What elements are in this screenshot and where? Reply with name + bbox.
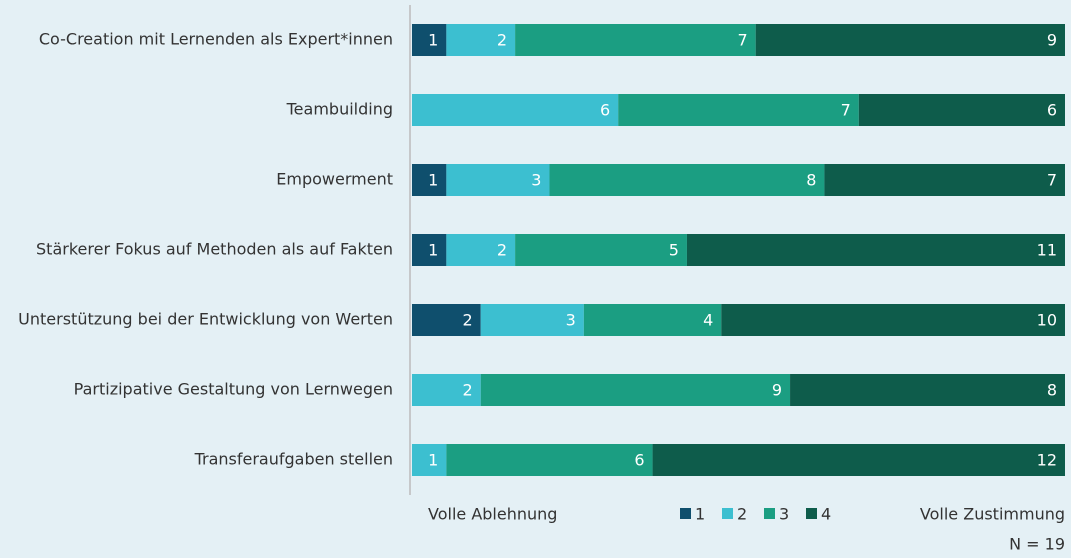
value-label: 1	[428, 31, 438, 50]
bar-segment	[412, 374, 481, 406]
legend-label: 1	[695, 505, 705, 524]
note: N = 19	[1009, 535, 1065, 554]
value-label: 3	[531, 171, 541, 190]
value-label: 3	[566, 311, 576, 330]
bar-segment	[446, 444, 653, 476]
legend-label: 3	[779, 505, 789, 524]
bar-segment	[412, 24, 447, 56]
bar-segment	[446, 234, 516, 266]
value-label: 4	[703, 311, 713, 330]
legend-label: 4	[821, 505, 831, 524]
bar-segment	[790, 374, 1065, 406]
right-label: Volle Zustimmung	[920, 505, 1065, 524]
category-label: Teambuilding	[286, 100, 393, 119]
category-label: Stärkerer Fokus auf Methoden als auf Fak…	[36, 240, 393, 259]
legend-swatch	[722, 508, 733, 519]
value-label: 1	[428, 171, 438, 190]
bar-segment	[412, 94, 619, 126]
legend-swatch	[806, 508, 817, 519]
value-label: 2	[497, 31, 507, 50]
category-label: Empowerment	[276, 170, 393, 189]
bar-segment	[686, 234, 1065, 266]
value-label: 1	[428, 451, 438, 470]
legend-swatch	[680, 508, 691, 519]
bar-segment	[755, 24, 1065, 56]
bar-segment	[618, 94, 859, 126]
value-label: 6	[600, 101, 610, 120]
value-label: 7	[737, 31, 747, 50]
value-label: 6	[1047, 101, 1057, 120]
category-label: Transferaufgaben stellen	[194, 450, 393, 469]
bar-segment	[412, 234, 447, 266]
legend-label: 2	[737, 505, 747, 524]
bar-segment	[412, 444, 447, 476]
value-label: 11	[1037, 241, 1057, 260]
legend-swatch	[764, 508, 775, 519]
value-label: 10	[1037, 311, 1057, 330]
bar-segment	[480, 374, 791, 406]
value-label: 7	[1047, 171, 1057, 190]
category-label: Partizipative Gestaltung von Lernwegen	[74, 380, 393, 399]
bar-segment	[515, 24, 756, 56]
bar-segment	[824, 164, 1065, 196]
value-label: 7	[841, 101, 851, 120]
value-label: 8	[1047, 381, 1057, 400]
category-label: Unterstützung bei der Entwicklung von We…	[18, 310, 393, 329]
value-label: 2	[463, 311, 473, 330]
bar-segment	[549, 164, 825, 196]
bar-segment	[446, 164, 550, 196]
left-label: Volle Ablehnung	[428, 505, 557, 524]
bar-segment	[412, 304, 481, 336]
bar-segment	[721, 304, 1065, 336]
bar-segment	[583, 304, 722, 336]
bar-segment	[515, 234, 687, 266]
value-label: 9	[772, 381, 782, 400]
bar-segment	[858, 94, 1065, 126]
bar-segment	[412, 164, 447, 196]
value-label: 9	[1047, 31, 1057, 50]
bar-segment	[446, 24, 516, 56]
value-label: 8	[806, 171, 816, 190]
value-label: 1	[428, 241, 438, 260]
category-label: Co-Creation mit Lernenden als Expert*inn…	[39, 30, 393, 49]
value-label: 6	[634, 451, 644, 470]
bar-segment	[480, 304, 584, 336]
value-label: 2	[463, 381, 473, 400]
bar-segment	[652, 444, 1065, 476]
value-label: 2	[497, 241, 507, 260]
value-label: 5	[669, 241, 679, 260]
value-label: 12	[1037, 451, 1057, 470]
